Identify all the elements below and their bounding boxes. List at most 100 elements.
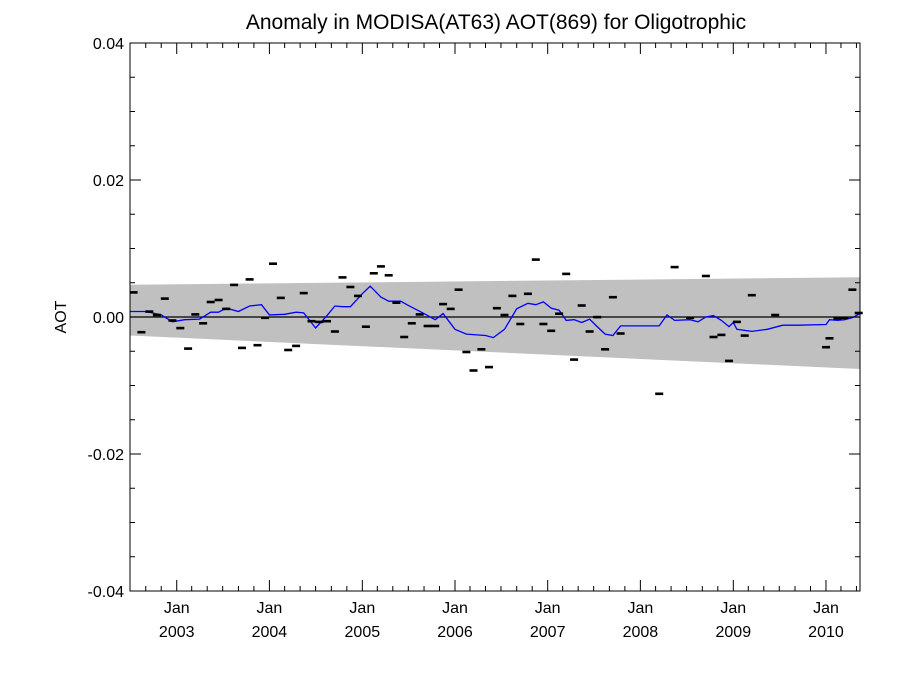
x-tick-label-year-4: 2007 (530, 624, 566, 641)
data-point-34 (384, 274, 393, 277)
data-point-13 (222, 307, 231, 311)
x-tick-label-year-2: 2005 (345, 624, 381, 641)
data-point-42 (446, 307, 455, 311)
data-point-76 (822, 345, 830, 349)
data-point-37 (407, 322, 416, 325)
data-point-46 (477, 348, 486, 351)
data-point-69 (709, 335, 718, 339)
y-ticks-layer: 0.04 0.02 0.00 -0.02 -0.04 (88, 36, 860, 601)
x-tick-label-month-1: Jan (256, 600, 282, 617)
data-point-33 (376, 265, 385, 268)
data-point-38 (415, 313, 424, 316)
uncertainty-band-layer (130, 277, 860, 370)
data-point-40 (431, 324, 440, 328)
data-point-65 (655, 392, 664, 396)
data-point-71 (725, 359, 733, 363)
data-point-74 (747, 293, 756, 297)
data-point-80 (848, 288, 857, 291)
data-point-3 (145, 310, 154, 313)
data-point-9 (191, 313, 200, 316)
data-point-7 (176, 326, 185, 330)
data-point-57 (562, 272, 571, 276)
data-point-55 (547, 329, 556, 333)
data-point-4 (152, 313, 161, 317)
data-point-72 (732, 320, 741, 324)
y-tick-label-2: 0.00 (93, 310, 124, 327)
x-tick-label-month-3: Jan (442, 600, 468, 617)
data-point-58 (570, 358, 579, 361)
x-tick-label-year-3: 2006 (437, 624, 473, 641)
data-point-27 (330, 330, 339, 333)
data-point-62 (601, 348, 610, 351)
y-tick-label-0: 0.04 (93, 36, 124, 53)
x-tick-label-year-7: 2010 (808, 624, 844, 641)
blue-trend-layer (130, 285, 861, 339)
data-point-11 (206, 300, 215, 304)
y-tick-label-4: -0.04 (88, 584, 125, 601)
data-point-44 (462, 350, 471, 354)
data-point-10 (199, 322, 208, 325)
data-point-21 (284, 348, 293, 352)
data-point-14 (230, 283, 239, 287)
data-point-41 (439, 302, 448, 306)
data-point-2 (137, 330, 146, 334)
data-point-30 (354, 294, 362, 298)
data-point-67 (686, 316, 695, 320)
data-point-43 (454, 288, 463, 291)
data-point-8 (184, 347, 193, 350)
chart-title: Anomaly in MODISA(AT63) AOT(869) for Oli… (246, 11, 746, 34)
data-point-77 (825, 337, 834, 340)
x-tick-label-year-1: 2004 (252, 624, 288, 641)
x-tick-label-month-6: Jan (720, 600, 746, 617)
data-point-26 (323, 319, 331, 323)
blue-trend-line (130, 285, 861, 339)
data-point-59 (577, 304, 586, 307)
data-point-28 (338, 276, 347, 279)
data-point-20 (276, 296, 285, 300)
y-tick-label-3: -0.02 (88, 447, 125, 464)
data-point-73 (740, 334, 749, 337)
data-point-48 (492, 306, 501, 310)
data-point-64 (616, 332, 625, 335)
data-point-1 (129, 291, 138, 294)
x-tick-label-year-5: 2008 (623, 624, 659, 641)
data-point-52 (523, 292, 532, 296)
data-point-68 (701, 274, 710, 278)
data-point-63 (608, 295, 617, 299)
data-point-39 (423, 324, 432, 328)
data-point-17 (253, 343, 262, 347)
x-tick-label-month-5: Jan (627, 600, 653, 617)
data-point-22 (292, 344, 301, 348)
data-point-49 (500, 313, 509, 317)
anomaly-points-layer (129, 258, 863, 396)
data-point-60 (585, 330, 594, 333)
data-point-51 (516, 322, 525, 326)
x-tick-label-year-0: 2003 (159, 624, 195, 641)
y-axis-label: AOT (53, 300, 70, 333)
x-tick-label-month-0: Jan (164, 600, 190, 617)
data-point-18 (261, 316, 270, 320)
data-point-81 (854, 311, 863, 315)
data-point-15 (238, 346, 246, 350)
data-point-35 (392, 301, 401, 304)
data-point-29 (346, 285, 355, 289)
data-point-79 (840, 316, 849, 320)
data-point-47 (485, 365, 493, 369)
x-tick-label-month-4: Jan (535, 600, 561, 617)
data-point-31 (361, 325, 370, 328)
data-point-6 (168, 319, 177, 322)
x-tick-label-year-6: 2009 (716, 624, 752, 641)
data-point-53 (531, 258, 540, 261)
data-point-25 (315, 320, 324, 324)
data-point-75 (771, 313, 780, 317)
data-point-36 (400, 335, 409, 339)
data-point-23 (299, 291, 308, 295)
data-point-54 (539, 322, 548, 326)
x-ticks-layer: Jan 2003 Jan 2004 Jan 2005 Jan 2006 Jan 2007 Jan 20… (129, 43, 857, 641)
uncertainty-band (130, 277, 860, 370)
data-point-45 (469, 369, 478, 372)
data-point-66 (670, 265, 679, 269)
data-point-61 (593, 315, 602, 319)
data-point-24 (307, 319, 316, 323)
